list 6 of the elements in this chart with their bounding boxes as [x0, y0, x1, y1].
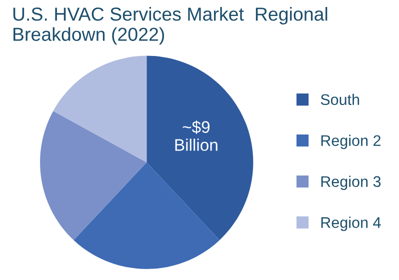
legend-label: Region 2: [321, 134, 380, 150]
legend-label: Region 4: [321, 216, 381, 231]
legend-label: Region 3: [321, 176, 381, 190]
text: ~$9 Billion: [175, 120, 218, 151]
chart-title: U.S. HVAC Services Market Regional Breakdown (2022): [13, 7, 328, 45]
legend-label: South: [320, 94, 360, 106]
